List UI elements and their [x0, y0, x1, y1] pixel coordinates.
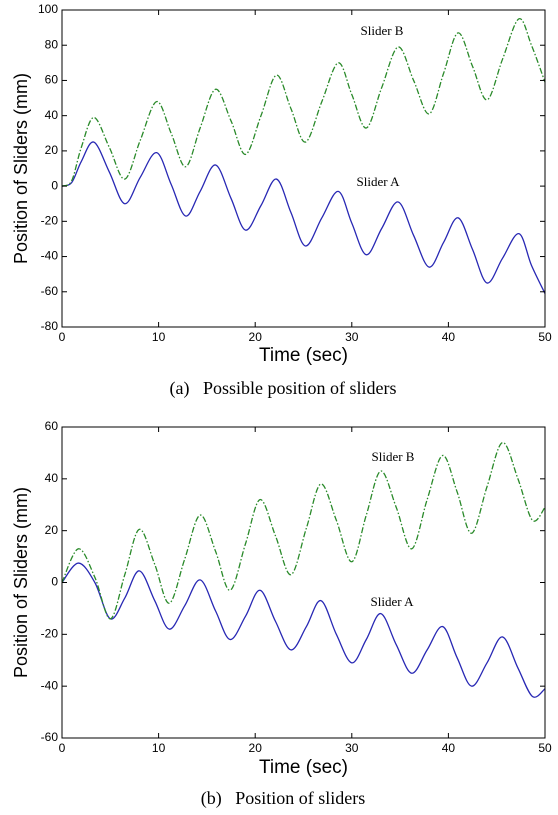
x-tick-label: 40	[442, 330, 456, 344]
y-tick-label: -60	[41, 730, 59, 744]
y-tick-label: 100	[38, 2, 58, 16]
y-tick-label: 20	[45, 523, 59, 537]
caption: (a) Possible position of sliders	[170, 378, 397, 399]
x-tick-label: 10	[152, 741, 166, 755]
x-tick-label: 0	[59, 741, 66, 755]
x-tick-label: 0	[59, 330, 66, 344]
series-label: Slider A	[357, 174, 401, 189]
line-series	[61, 441, 546, 620]
x-tick-label: 50	[538, 330, 552, 344]
y-tick-label: 0	[51, 178, 58, 192]
x-axis-label: Time (sec)	[259, 757, 348, 778]
x-tick-label: 40	[442, 741, 456, 755]
y-tick-label: 0	[51, 575, 58, 589]
y-tick-label: -80	[41, 319, 59, 333]
y-tick-label: 80	[45, 37, 59, 51]
y-tick-label: 60	[45, 419, 59, 433]
x-tick-label: 30	[345, 741, 359, 755]
y-axis-label: Position of Sliders (mm)	[11, 73, 31, 264]
plot-frame	[61, 426, 546, 739]
x-tick-label: 20	[249, 330, 263, 344]
line-series	[61, 18, 546, 187]
y-tick-label: 20	[45, 143, 59, 157]
y-tick-label: -40	[41, 678, 59, 692]
line-series	[61, 141, 546, 294]
x-tick-label: 10	[152, 330, 166, 344]
plot-frame	[61, 9, 546, 328]
x-tick-label: 50	[538, 741, 552, 755]
y-tick-label: 40	[45, 471, 59, 485]
y-axis-label: Position of Sliders (mm)	[11, 487, 31, 678]
x-tick-label: 20	[249, 741, 263, 755]
line-series	[61, 562, 546, 698]
chart: Slider A Slider B -60 -40 -20 0 20 40 60 0 10 20 30 4…	[11, 419, 552, 809]
x-tick-label: 30	[345, 330, 359, 344]
series-label: Slider A	[371, 594, 415, 609]
x-axis-label: Time (sec)	[259, 345, 348, 366]
series-label: Slider B	[361, 23, 404, 38]
caption: (b) Position of sliders	[201, 788, 366, 809]
y-tick-label: 40	[45, 108, 59, 122]
y-tick-label: -20	[41, 627, 59, 641]
series-label: Slider B	[372, 449, 415, 464]
y-tick-label: 60	[45, 73, 59, 87]
y-tick-label: -40	[41, 249, 59, 263]
y-tick-label: -60	[41, 284, 59, 298]
y-tick-label: -20	[41, 214, 59, 228]
